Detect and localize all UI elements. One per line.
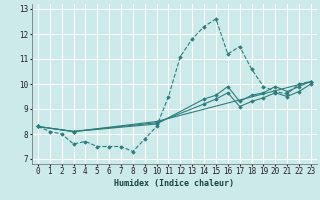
X-axis label: Humidex (Indice chaleur): Humidex (Indice chaleur)	[115, 179, 234, 188]
